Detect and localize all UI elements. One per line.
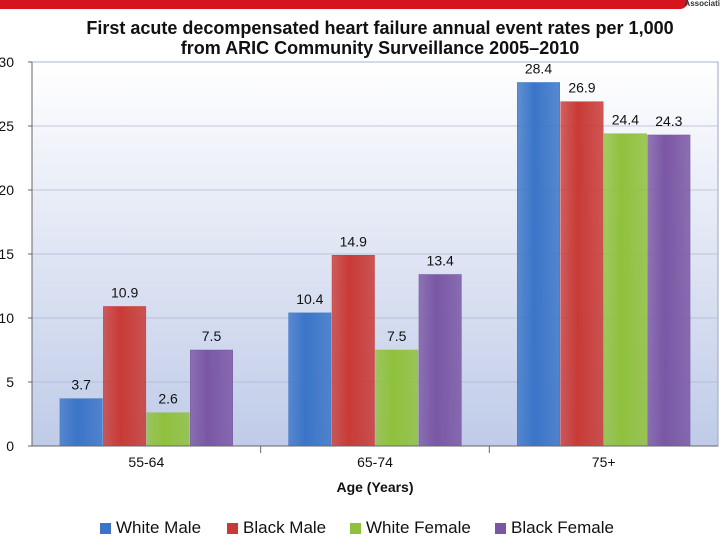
legend-swatch-white-male bbox=[100, 522, 111, 534]
x-tick-label: 55-64 bbox=[128, 454, 164, 470]
bar-black-male-75+ bbox=[560, 101, 604, 447]
legend-item-black-female: Black Female bbox=[495, 518, 614, 538]
data-label: 24.4 bbox=[612, 112, 639, 128]
bar-black-male-55-64 bbox=[103, 306, 147, 447]
y-tick-label: 25 bbox=[0, 118, 14, 134]
legend-item-white-male: White Male bbox=[100, 518, 201, 538]
bar-white-male-55-64 bbox=[59, 398, 103, 447]
legend-swatch-white-female bbox=[350, 522, 361, 534]
data-label: 10.9 bbox=[111, 284, 138, 300]
y-tick-label: 15 bbox=[0, 246, 14, 262]
legend-label-white-male: White Male bbox=[116, 518, 202, 537]
bar-black-female-65-74 bbox=[418, 274, 462, 447]
x-tick-label: 75+ bbox=[592, 454, 616, 470]
bar-black-female-55-64 bbox=[190, 349, 233, 447]
legend-label-white-female: White Female bbox=[366, 518, 471, 537]
y-tick-label: 10 bbox=[0, 310, 14, 326]
header-red-band bbox=[0, 0, 688, 9]
data-label: 10.4 bbox=[296, 291, 323, 307]
bar-chart: 3.7 10.9 2.6 7.5 10.4 14.9 7.5 13.4 28.4 26.9 24.4… bbox=[0, 54, 719, 495]
chart-title-line-1: First acute decompensated heart failure … bbox=[86, 18, 674, 38]
y-tick-label: 20 bbox=[0, 182, 14, 198]
legend-item-black-male: Black Male bbox=[227, 518, 326, 538]
data-label: 2.6 bbox=[158, 391, 178, 407]
data-label: 14.9 bbox=[340, 233, 367, 249]
legend-item-white-female: White Female bbox=[350, 518, 471, 538]
bar-white-female-55-64 bbox=[146, 412, 190, 447]
data-label: 13.4 bbox=[427, 252, 454, 268]
chart-title-line-2: from ARIC Community Surveillance 2005–20… bbox=[180, 38, 580, 58]
data-label: 3.7 bbox=[71, 377, 91, 393]
header-bar: Associati bbox=[0, 0, 720, 14]
y-tick-label: 5 bbox=[6, 374, 14, 390]
data-label: 26.9 bbox=[568, 80, 595, 96]
data-label: 28.4 bbox=[525, 60, 552, 76]
y-tick-label: 0 bbox=[6, 438, 14, 454]
bar-white-male-65-74 bbox=[288, 312, 332, 447]
x-tick-label: 65-74 bbox=[357, 454, 393, 470]
chart-legend: White Male Black Male White Female Black… bbox=[0, 518, 720, 540]
legend-swatch-black-female bbox=[495, 522, 506, 534]
data-label: 7.5 bbox=[202, 328, 222, 344]
legend-swatch-black-male bbox=[227, 522, 238, 534]
bar-white-male-75+ bbox=[517, 82, 560, 447]
data-label: 7.5 bbox=[387, 328, 407, 344]
legend-label-black-female: Black Female bbox=[511, 518, 614, 537]
bar-black-male-65-74 bbox=[331, 255, 375, 447]
data-label: 24.3 bbox=[655, 113, 682, 129]
legend-label-black-male: Black Male bbox=[243, 518, 327, 537]
bar-white-female-75+ bbox=[603, 133, 647, 447]
x-axis-title: Age (Years) bbox=[336, 479, 413, 495]
y-tick-label: 30 bbox=[0, 54, 14, 70]
logo-text: Associati bbox=[684, 0, 720, 8]
bar-white-female-65-74 bbox=[375, 349, 419, 447]
bar-black-female-75+ bbox=[647, 134, 691, 447]
